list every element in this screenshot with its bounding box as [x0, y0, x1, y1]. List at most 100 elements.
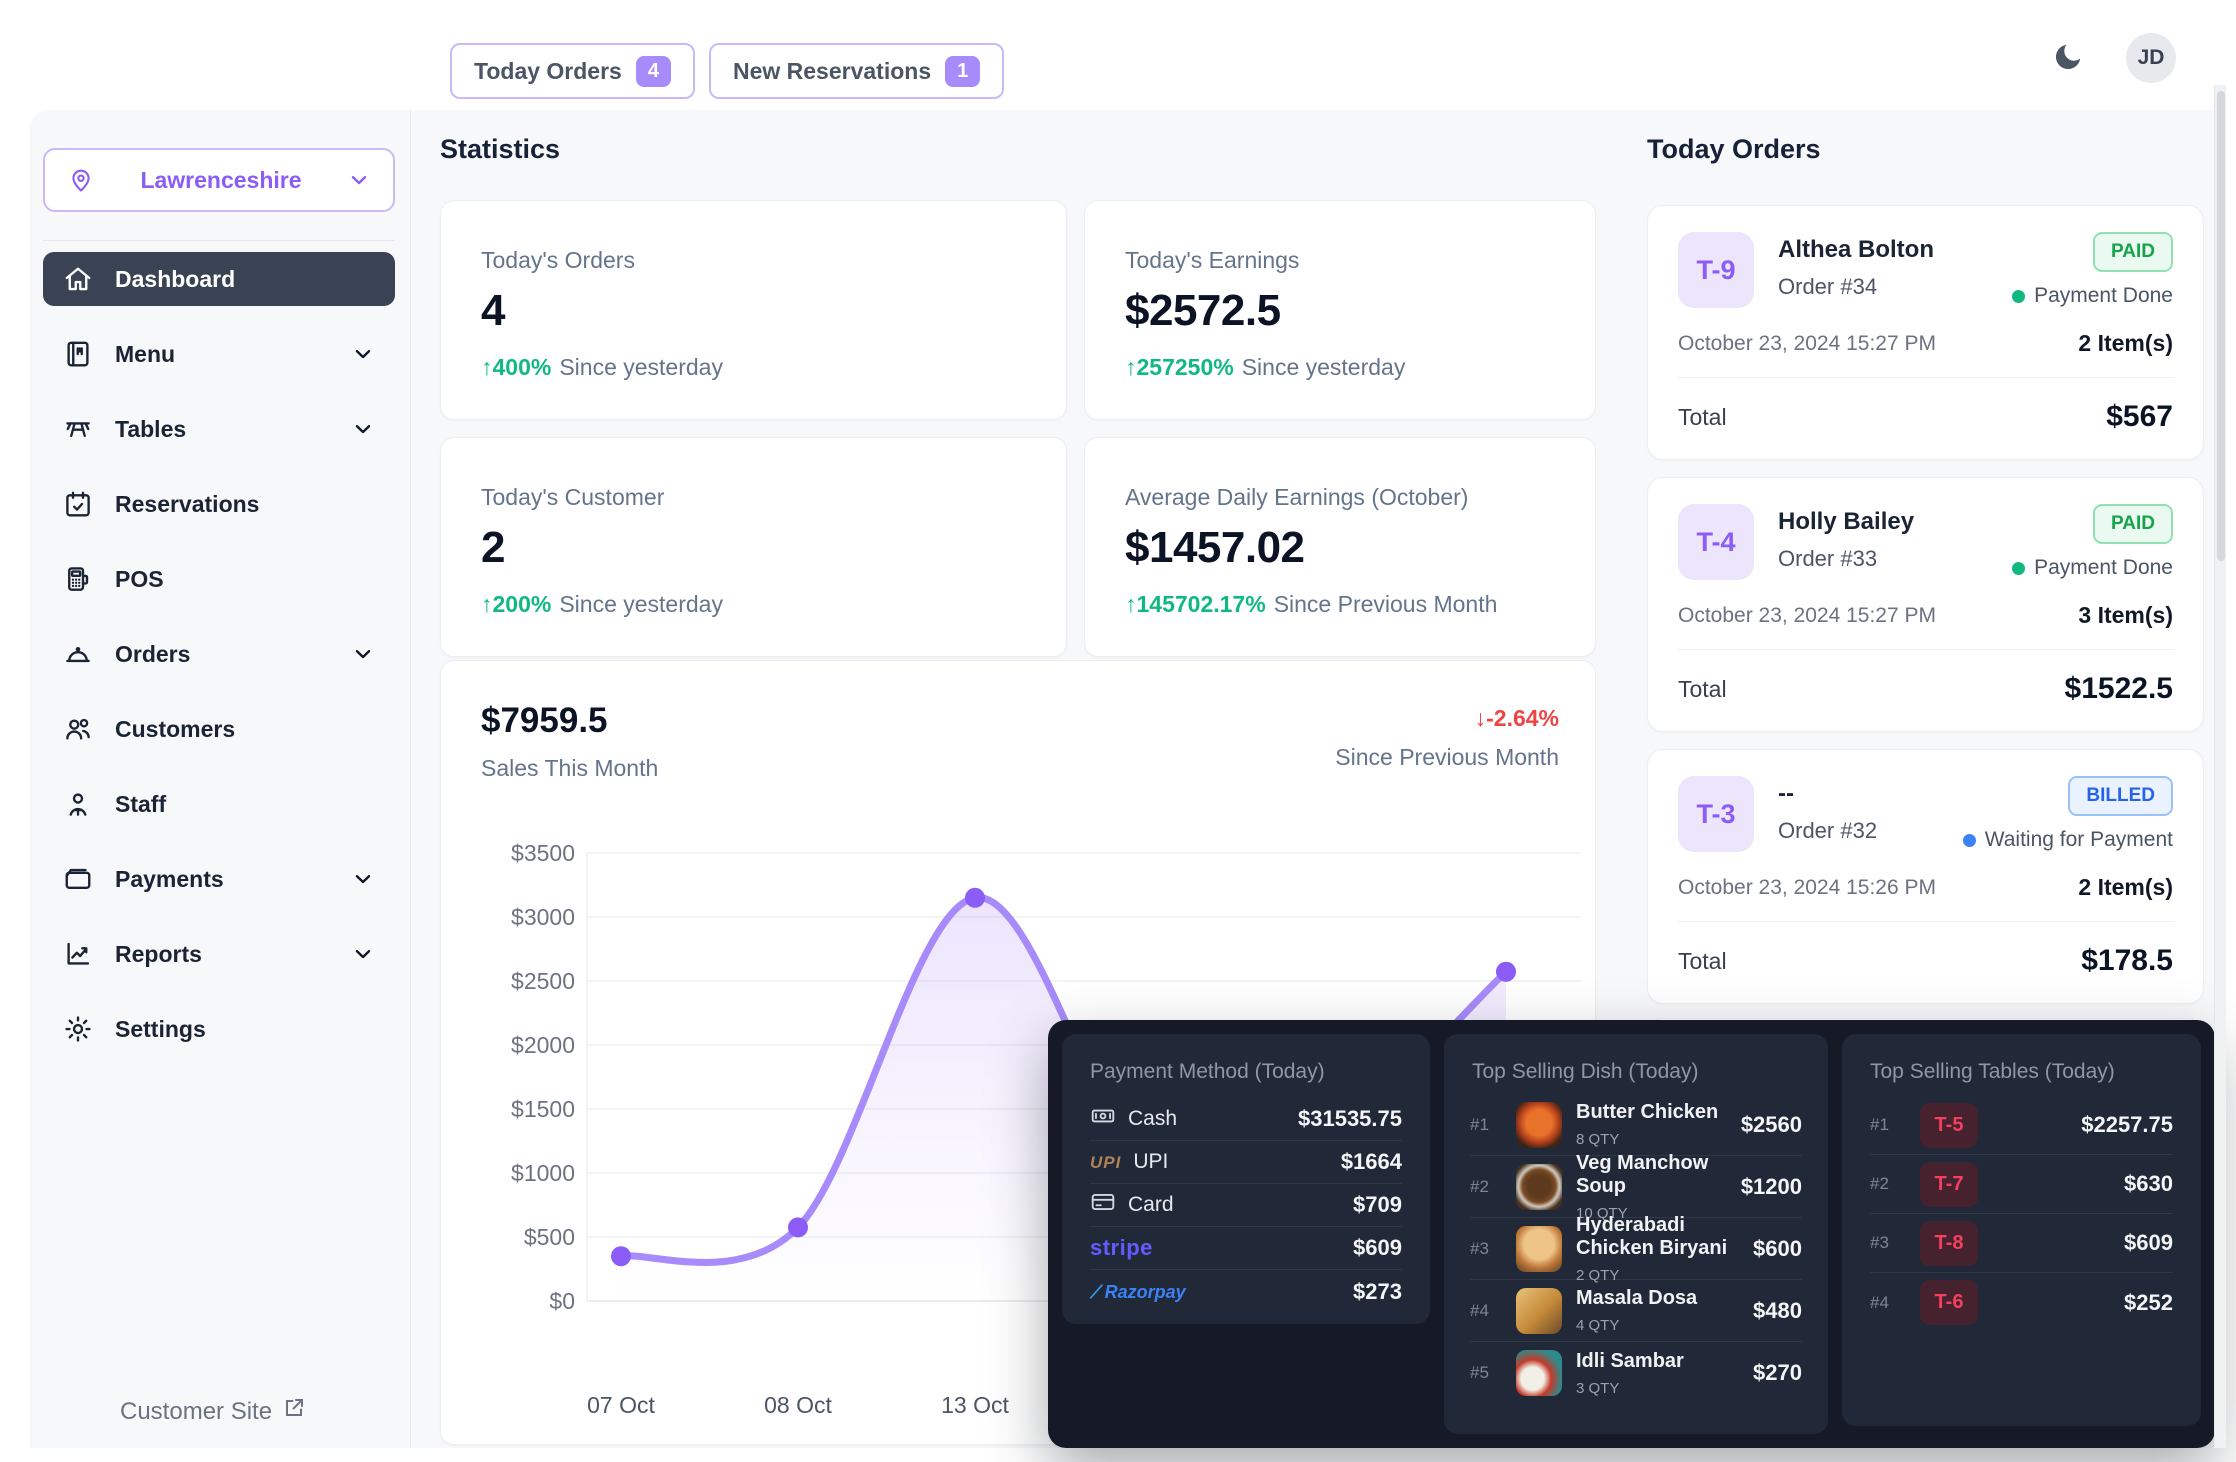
today-orders-heading: Today Orders: [1647, 134, 1821, 164]
table-rank: #4: [1870, 1292, 1889, 1312]
pos-terminal-icon: [63, 564, 93, 594]
menu-book-icon: [63, 339, 93, 369]
dish-rank: #2: [1470, 1176, 1489, 1196]
stat-delta-note: Since yesterday: [1241, 354, 1406, 380]
order-total-value: $1522.5: [2064, 672, 2173, 705]
dish-rank: #3: [1470, 1238, 1489, 1258]
order-card[interactable]: T-9 Althea Bolton Order #34 PAID Payment…: [1647, 205, 2204, 460]
order-datetime: October 23, 2024 15:27 PM: [1678, 603, 1936, 627]
today-orders-button-label: Today Orders: [474, 57, 622, 84]
dish-photo: [1516, 1287, 1562, 1334]
stat-label: Average Daily Earnings (October): [1125, 484, 1469, 510]
chevron-down-icon: [351, 867, 375, 891]
sales-total: $7959.5: [481, 701, 608, 740]
dish-qty: 4 QTY: [1576, 1317, 1620, 1334]
sidebar-item-reservations[interactable]: Reservations: [43, 477, 395, 531]
stat-label: Today's Customer: [481, 484, 665, 510]
sidebar-item-staff[interactable]: Staff: [43, 777, 395, 831]
location-selector[interactable]: Lawrenceshire: [43, 148, 395, 212]
sidebar-item-label: Dashboard: [115, 265, 236, 292]
dish-qty: 2 QTY: [1576, 1266, 1620, 1284]
dish-amount: $600: [1753, 1235, 1802, 1261]
sidebar-item-label: POS: [115, 565, 164, 592]
stat-label: Today's Orders: [481, 247, 635, 273]
scrollbar-thumb[interactable]: [2217, 91, 2225, 561]
card-icon: [1090, 1189, 1116, 1221]
sidebar-item-label: Menu: [115, 340, 176, 367]
table-rank: #1: [1870, 1115, 1889, 1134]
dish-rank: #4: [1470, 1300, 1489, 1320]
svg-text:13 Oct: 13 Oct: [941, 1392, 1009, 1418]
order-card[interactable]: T-3 -- Order #32 BILLED Waiting for Paym…: [1647, 749, 2204, 1004]
dish-name: Hyderabadi Chicken Biryani: [1576, 1213, 1728, 1259]
dish-photo: [1516, 1101, 1562, 1148]
sidebar-item-dashboard[interactable]: Dashboard: [43, 252, 395, 306]
location-label: Lawrenceshire: [140, 166, 302, 193]
moon-icon: [2051, 44, 2085, 77]
sidebar-item-pos[interactable]: POS: [43, 552, 395, 606]
status-note-label: Payment Done: [2034, 556, 2173, 579]
svg-text:$2500: $2500: [511, 968, 575, 994]
topbar: Today Orders 4 New Reservations 1: [450, 43, 1005, 99]
dark-mode-toggle[interactable]: [2048, 38, 2088, 78]
dish-rows: #1 Butter Chicken 8 QTY $2560 #2 Veg Man…: [1444, 1094, 1828, 1404]
dish-photo: [1516, 1350, 1562, 1396]
avatar[interactable]: JD: [2126, 33, 2176, 83]
table-chip: T-8: [1920, 1220, 1978, 1266]
new-reservations-button[interactable]: New Reservations 1: [708, 43, 1005, 99]
order-total-label: Total: [1678, 403, 1727, 430]
payment-method-label: Cash: [1128, 1107, 1178, 1130]
stat-card: Today's Orders 4 ↑400% Since yesterday: [440, 200, 1067, 420]
tables-icon: [63, 414, 93, 444]
top-dishes-widget: Top Selling Dish (Today) #1 Butter Chick…: [1444, 1034, 1828, 1434]
dish-qty: 3 QTY: [1576, 1379, 1620, 1397]
table-badge: T-3: [1678, 776, 1754, 852]
sidebar-item-tables[interactable]: Tables: [43, 402, 395, 456]
dish-amount: $1200: [1740, 1173, 1802, 1199]
new-reservations-button-label: New Reservations: [732, 57, 932, 84]
dish-qty: 8 QTY: [1576, 1131, 1620, 1148]
stat-delta: ↑145702.17%: [1125, 591, 1266, 617]
dish-amount: $480: [1753, 1297, 1802, 1323]
order-card[interactable]: T-4 Holly Bailey Order #33 PAID Payment …: [1647, 477, 2204, 732]
sidebar-item-settings[interactable]: Settings: [43, 1002, 395, 1056]
stat-value: 4: [481, 286, 505, 335]
table-chip: T-5: [1920, 1102, 1978, 1148]
dish-qty: 10 QTY: [1576, 1204, 1628, 1222]
calendar-check-icon: [63, 489, 93, 519]
payment-method-label: UPI: [1133, 1150, 1169, 1173]
stat-delta: ↑400%: [481, 354, 552, 380]
sidebar-item-reports[interactable]: Reports: [43, 927, 395, 981]
order-items-count: 2 Item(s): [2078, 330, 2173, 356]
status-badge: PAID: [2093, 504, 2173, 544]
tables-widget-title: Top Selling Tables (Today): [1870, 1060, 2115, 1083]
overlay-widgets-backdrop: Payment Method (Today) Cash $31535.75 UP…: [1048, 1020, 2215, 1448]
table-rank: #3: [1870, 1233, 1889, 1252]
today-orders-button[interactable]: Today Orders 4: [450, 43, 695, 99]
sidebar-item-orders[interactable]: Orders: [43, 627, 395, 681]
stat-label: Today's Earnings: [1125, 247, 1300, 273]
table-rows: #1 T-5 $2257.75 #2 T-7 $630 #3 T-8 $609 …: [1842, 1096, 2201, 1332]
table-amount: $609: [2124, 1230, 2173, 1255]
payment-method-amount: $709: [1353, 1192, 1402, 1217]
order-total-value: $178.5: [2081, 944, 2173, 977]
dish-name: Butter Chicken: [1576, 1101, 1719, 1123]
stripe-logo: stripe: [1090, 1235, 1153, 1260]
status-dot: [1962, 833, 1976, 847]
chevron-down-icon: [351, 417, 375, 441]
order-number: Order #34: [1778, 274, 1878, 299]
page-scrollbar[interactable]: [2214, 85, 2226, 1448]
home-icon: [63, 264, 93, 294]
sidebar-item-menu[interactable]: Menu: [43, 327, 395, 381]
customer-site-link[interactable]: Customer Site: [120, 1396, 306, 1427]
svg-text:$3500: $3500: [511, 840, 575, 866]
sidebar-item-payments[interactable]: Payments: [43, 852, 395, 906]
sidebar-item-customers[interactable]: Customers: [43, 702, 395, 756]
svg-text:$1000: $1000: [511, 1160, 575, 1186]
customer-name: Holly Bailey: [1778, 508, 1915, 535]
table-badge: T-9: [1678, 232, 1754, 308]
customer-name: Althea Bolton: [1778, 236, 1934, 263]
stat-delta-note: Since yesterday: [559, 354, 723, 380]
divider: [1678, 377, 2173, 378]
